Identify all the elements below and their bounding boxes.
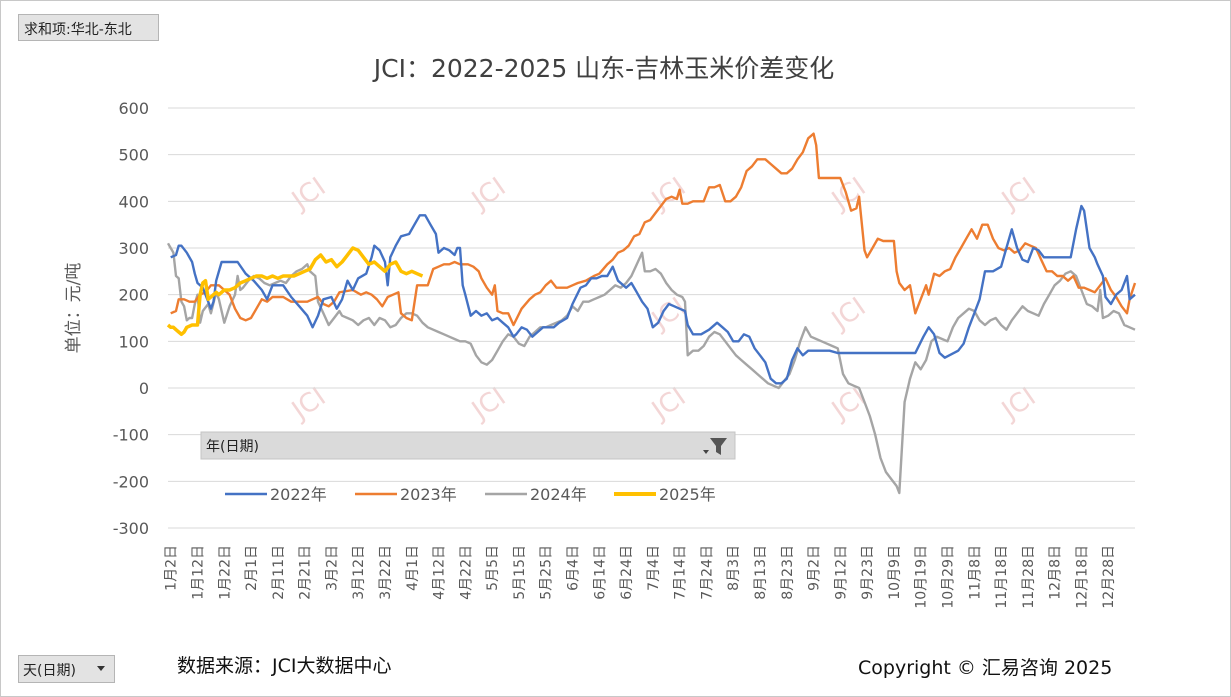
y-tick-label: -300 — [113, 519, 149, 538]
x-tick-label: 12月28日 — [1101, 545, 1117, 609]
jci-watermark: JCI — [995, 382, 1041, 427]
x-tick-label: 11月28日 — [1021, 545, 1037, 609]
jci-watermark: JCI — [645, 382, 691, 427]
jci-watermark: JCI — [645, 172, 691, 217]
x-tick-label: 12月18日 — [1074, 545, 1090, 609]
series-line-2022年 — [170, 204, 1136, 385]
x-tick-label: 10月19日 — [914, 545, 930, 609]
jci-watermark: JCI — [995, 172, 1041, 217]
x-tick-label: 12月8日 — [1048, 545, 1064, 600]
legend-label: 2023年 — [400, 485, 457, 504]
x-tick-label: 4月1日 — [405, 545, 421, 591]
x-tick-label: 8月3日 — [726, 545, 742, 591]
filter-icon[interactable] — [710, 438, 727, 455]
x-tick-label: 11月8日 — [967, 545, 983, 600]
y-tick-label: 500 — [118, 146, 149, 165]
chart-title: JCI：2022-2025 山东-吉林玉米价差变化 — [372, 54, 834, 83]
x-tick-label: 5月15日 — [512, 545, 528, 600]
y-axis-tick-labels: 600 500 400 300 200 100 0 -100 -200 -300 — [113, 99, 149, 538]
chart-series — [166, 132, 1137, 495]
series-line-2025年 — [166, 246, 424, 337]
y-tick-label: -100 — [113, 426, 149, 445]
x-tick-label: 9月2日 — [807, 545, 823, 591]
x-tick-label: 2月21日 — [298, 545, 314, 600]
series-line-2023年 — [170, 132, 1137, 327]
data-source-note: 数据来源：JCI大数据中心 — [177, 655, 392, 677]
y-axis-title: 单位：元/吨 — [64, 263, 84, 354]
day-field-button[interactable]: 天(日期) — [18, 655, 115, 683]
x-tick-label: 1月22日 — [217, 545, 233, 600]
x-axis-tick-labels: 1月2日 1月12日 1月22日 2月1日 2月11日 2月21日 3月2日 3月12日 3月2… — [164, 545, 1118, 609]
y-tick-label: 600 — [118, 99, 149, 118]
x-tick-label: 6月4日 — [565, 545, 581, 591]
legend-label: 2025年 — [659, 485, 716, 504]
jci-watermark: JCI — [825, 292, 871, 337]
y-tick-label: 0 — [139, 379, 149, 398]
y-tick-label: -200 — [113, 472, 149, 491]
legend-label: 2022年 — [270, 485, 327, 504]
x-tick-label: 7月4日 — [646, 545, 662, 591]
year-filter-label: 年(日期) — [206, 439, 259, 455]
x-tick-label: 4月22日 — [458, 545, 474, 600]
legend-label: 2024年 — [530, 485, 587, 504]
jci-watermark: JCI — [285, 172, 331, 217]
chart-legend: 2022年 2023年 2024年 2025年 — [225, 485, 716, 504]
day-field-label: 天(日期) — [23, 663, 76, 679]
x-tick-label: 10月9日 — [887, 545, 903, 600]
y-tick-label: 100 — [118, 332, 149, 351]
series-line-2024年 — [166, 242, 1136, 495]
pivot-value-field-button[interactable]: 求和项:华北-东北 — [18, 14, 159, 41]
x-tick-label: 8月13日 — [753, 545, 769, 600]
jci-watermark: JCI — [465, 382, 511, 427]
x-tick-label: 10月29日 — [940, 545, 956, 609]
x-tick-label: 1月12日 — [190, 545, 206, 600]
x-tick-label: 7月14日 — [673, 545, 689, 600]
x-tick-label: 6月14日 — [592, 545, 608, 600]
dropdown-arrow-icon[interactable] — [703, 450, 709, 454]
x-tick-label: 11月18日 — [994, 545, 1010, 609]
jci-watermark: JCI — [285, 382, 331, 427]
x-tick-label: 3月12日 — [351, 545, 367, 600]
y-tick-label: 300 — [118, 239, 149, 258]
year-filter-bar[interactable]: 年(日期) — [200, 431, 736, 460]
y-tick-label: 200 — [118, 286, 149, 305]
x-tick-label: 2月1日 — [244, 545, 260, 591]
x-tick-label: 4月12日 — [432, 545, 448, 600]
x-tick-label: 2月11日 — [271, 545, 287, 600]
x-tick-label: 5月5日 — [485, 545, 501, 591]
x-tick-label: 3月22日 — [378, 545, 394, 600]
x-tick-label: 8月23日 — [780, 545, 796, 600]
jci-watermark: JCI — [465, 172, 511, 217]
x-tick-label: 3月2日 — [324, 545, 340, 591]
x-tick-label: 1月2日 — [164, 545, 180, 591]
dropdown-arrow-icon[interactable] — [97, 666, 105, 671]
copyright-note: Copyright © 汇易咨询 2025 — [858, 657, 1113, 679]
x-tick-label: 9月12日 — [833, 545, 849, 600]
x-tick-label: 6月24日 — [619, 545, 635, 600]
y-tick-label: 400 — [118, 192, 149, 211]
x-tick-label: 5月25日 — [539, 545, 555, 600]
x-tick-label: 9月23日 — [860, 545, 876, 600]
x-tick-label: 7月24日 — [699, 545, 715, 600]
